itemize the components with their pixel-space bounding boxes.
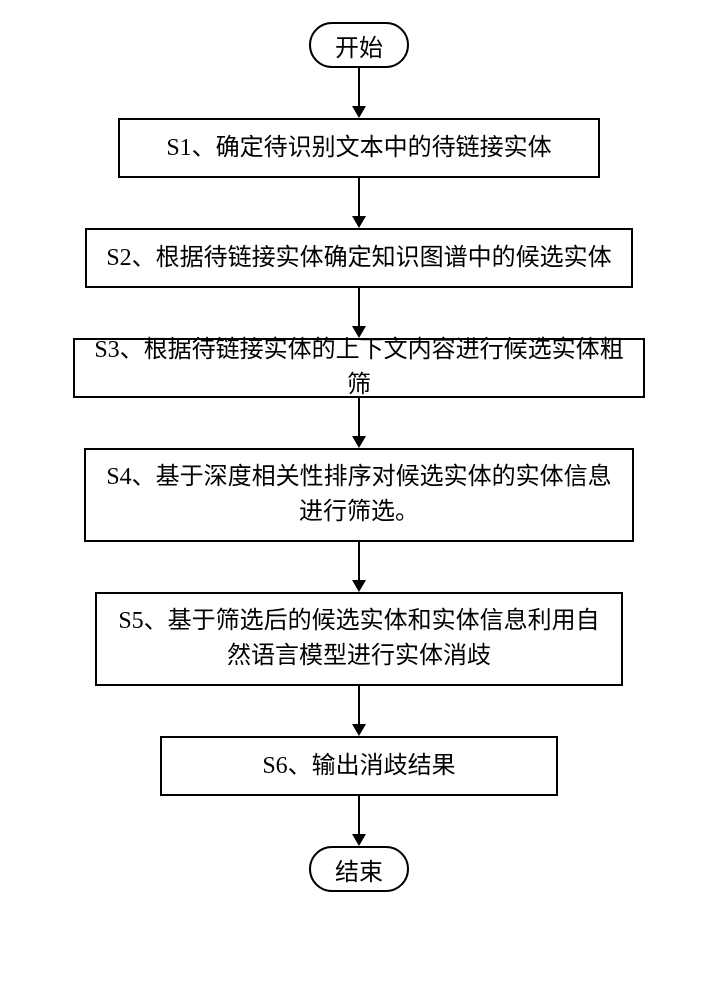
terminator-end-label: 结束	[335, 852, 383, 887]
arrow-line-7	[358, 796, 360, 834]
arrow-head-5	[352, 580, 366, 592]
process-s4: S4、基于深度相关性排序对候选实体的实体信息进行筛选。	[84, 448, 634, 542]
process-s4-text: S4、基于深度相关性排序对候选实体的实体信息进行筛选。	[100, 460, 618, 530]
process-s3-text: S3、根据待链接实体的上下文内容进行候选实体粗筛	[89, 333, 629, 403]
process-s2: S2、根据待链接实体确定知识图谱中的候选实体	[85, 228, 633, 288]
arrow-line-4	[358, 398, 360, 436]
terminator-end: 结束	[309, 846, 409, 892]
arrow-line-5	[358, 542, 360, 580]
process-s6: S6、输出消歧结果	[160, 736, 558, 796]
process-s3: S3、根据待链接实体的上下文内容进行候选实体粗筛	[73, 338, 645, 398]
arrow-line-3	[358, 288, 360, 326]
arrow-line-2	[358, 178, 360, 216]
arrow-head-7	[352, 834, 366, 846]
arrow-head-4	[352, 436, 366, 448]
process-s2-text: S2、根据待链接实体确定知识图谱中的候选实体	[106, 241, 611, 276]
terminator-start-label: 开始	[335, 28, 383, 63]
flowchart-canvas: 开始 S1、确定待识别文本中的待链接实体 S2、根据待链接实体确定知识图谱中的候…	[0, 0, 718, 1000]
arrow-line-6	[358, 686, 360, 724]
process-s5: S5、基于筛选后的候选实体和实体信息利用自然语言模型进行实体消歧	[95, 592, 623, 686]
process-s6-text: S6、输出消歧结果	[262, 749, 455, 784]
arrow-head-2	[352, 216, 366, 228]
process-s5-text: S5、基于筛选后的候选实体和实体信息利用自然语言模型进行实体消歧	[111, 604, 607, 674]
arrow-line-1	[358, 68, 360, 106]
terminator-start: 开始	[309, 22, 409, 68]
arrow-head-1	[352, 106, 366, 118]
process-s1-text: S1、确定待识别文本中的待链接实体	[166, 131, 551, 166]
arrow-head-3	[352, 326, 366, 338]
process-s1: S1、确定待识别文本中的待链接实体	[118, 118, 600, 178]
arrow-head-6	[352, 724, 366, 736]
